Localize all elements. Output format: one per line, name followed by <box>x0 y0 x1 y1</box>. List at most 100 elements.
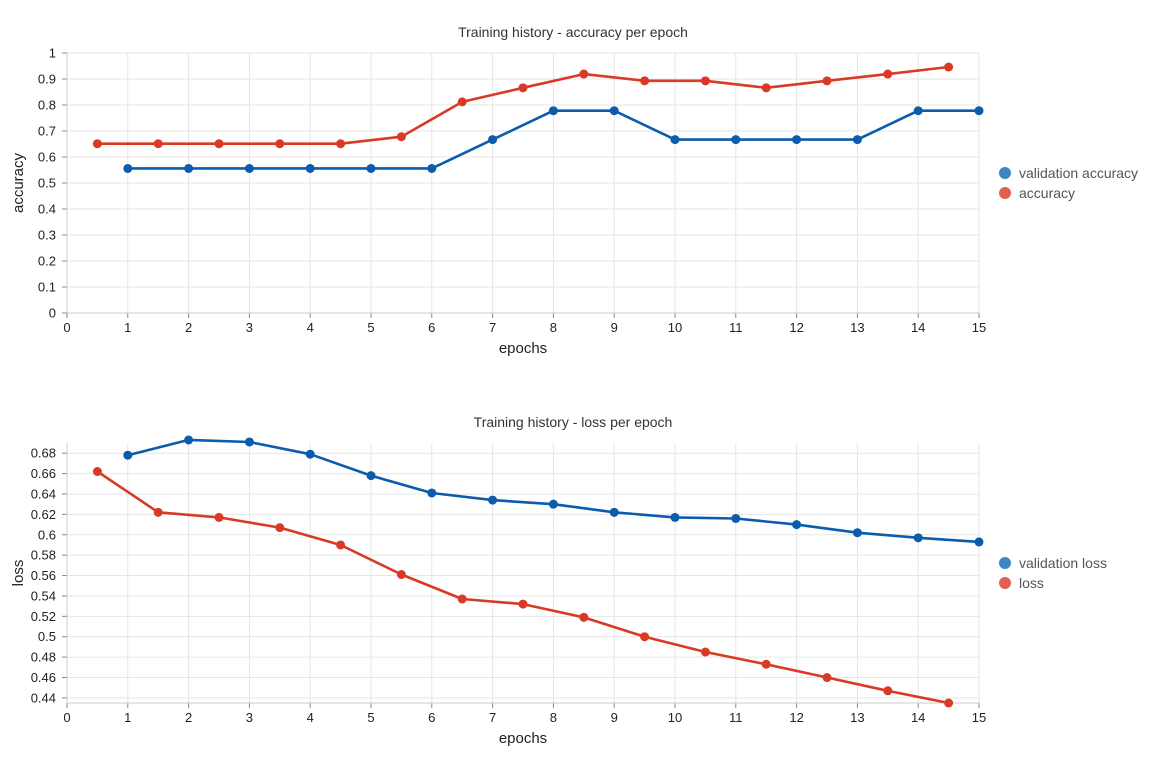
y-axis-label: accuracy <box>10 152 27 213</box>
y-tick-label: 0.5 <box>38 176 56 191</box>
data-point <box>518 599 528 609</box>
y-tick-label: 0.6 <box>38 527 56 542</box>
data-point <box>184 435 194 445</box>
x-axis-label: epochs <box>499 730 547 747</box>
data-point <box>822 76 832 86</box>
chart-title: Training history - loss per epoch <box>474 414 673 430</box>
data-point <box>700 647 710 657</box>
accuracy-chart: Training history - accuracy per epoch ep… <box>10 24 1138 357</box>
x-tick-label: 13 <box>850 320 864 335</box>
x-axis-label: epochs <box>499 340 547 357</box>
x-tick-label: 1 <box>124 320 131 335</box>
x-tick-label: 14 <box>911 710 925 725</box>
x-tick-label: 0 <box>63 320 70 335</box>
x-tick-label: 5 <box>367 320 374 335</box>
data-point <box>883 69 893 79</box>
y-tick-label: 0.4 <box>38 202 56 217</box>
y-tick-label: 0.64 <box>31 486 56 501</box>
data-point <box>92 467 102 477</box>
data-point <box>488 135 498 145</box>
x-tick-label: 11 <box>729 320 743 335</box>
data-point <box>609 106 619 116</box>
legend-item: loss <box>999 575 1044 591</box>
chart-title: Training history - accuracy per epoch <box>458 24 688 40</box>
legend-label: validation accuracy <box>1019 165 1138 181</box>
data-point <box>944 698 954 708</box>
axes: 0 1 2 3 4 5 6 7 8 9 10 11 12 13 14 1500.10.20.30.40.50.… <box>38 46 986 336</box>
grid <box>66 443 980 703</box>
series-validation-loss <box>123 435 984 547</box>
data-point <box>579 69 589 79</box>
data-point <box>700 76 710 86</box>
x-tick-label: 11 <box>729 710 743 725</box>
x-tick-label: 4 <box>307 710 314 725</box>
data-point <box>883 686 893 696</box>
data-point <box>579 612 589 622</box>
data-point <box>548 499 558 509</box>
y-tick-label: 0.56 <box>31 568 56 583</box>
loss-chart: Training history - loss per epoch epochs… <box>10 414 1107 747</box>
data-point <box>670 135 680 145</box>
y-tick-label: 0.5 <box>38 629 56 644</box>
x-tick-label: 12 <box>789 710 803 725</box>
y-tick-label: 0.58 <box>31 548 56 563</box>
x-tick-label: 2 <box>185 320 192 335</box>
legend-label: validation loss <box>1019 555 1107 571</box>
y-tick-label: 0.48 <box>31 650 56 665</box>
legend-item: validation loss <box>999 555 1107 571</box>
data-point <box>336 139 346 149</box>
data-point <box>731 135 741 145</box>
series-line <box>96 470 949 705</box>
legend-marker <box>999 577 1011 589</box>
data-point <box>518 83 528 93</box>
data-point <box>852 528 862 538</box>
data-point <box>92 139 102 149</box>
data-point <box>244 437 254 447</box>
legend-marker <box>999 187 1011 199</box>
data-point <box>123 450 133 460</box>
x-tick-label: 10 <box>668 320 682 335</box>
x-tick-label: 6 <box>428 710 435 725</box>
data-point <box>396 132 406 142</box>
data-point <box>123 163 133 173</box>
legend-label: loss <box>1019 575 1044 591</box>
data-point <box>731 513 741 523</box>
data-point <box>153 507 163 517</box>
axes: 0 1 2 3 4 5 6 7 8 9 10 11 12 13 14 150.440.460.480.50.5… <box>31 443 986 725</box>
legend-label: accuracy <box>1019 185 1075 201</box>
x-tick-label: 6 <box>428 320 435 335</box>
data-point <box>822 673 832 683</box>
data-point <box>457 97 467 107</box>
x-tick-label: 15 <box>972 710 986 725</box>
legend-item: validation accuracy <box>999 165 1138 181</box>
data-point <box>913 106 923 116</box>
data-point <box>792 135 802 145</box>
data-point <box>792 520 802 530</box>
data-point <box>974 537 984 547</box>
x-tick-label: 4 <box>307 320 314 335</box>
y-tick-label: 0.66 <box>31 466 56 481</box>
data-point <box>396 570 406 580</box>
x-tick-label: 10 <box>668 710 682 725</box>
y-tick-label: 0.2 <box>38 254 56 269</box>
x-tick-label: 7 <box>489 710 496 725</box>
y-axis-label: loss <box>10 560 27 587</box>
x-tick-label: 9 <box>611 710 618 725</box>
x-tick-label: 1 <box>124 710 131 725</box>
x-tick-label: 0 <box>63 710 70 725</box>
x-tick-label: 15 <box>972 320 986 335</box>
data-point <box>852 135 862 145</box>
y-tick-label: 0 <box>49 306 56 321</box>
data-point <box>275 139 285 149</box>
data-point <box>761 83 771 93</box>
series-validation-accuracy <box>123 106 984 173</box>
y-tick-label: 0.68 <box>31 446 56 461</box>
data-point <box>640 76 650 86</box>
x-tick-label: 8 <box>550 320 557 335</box>
data-point <box>488 495 498 505</box>
data-point <box>548 106 558 116</box>
data-point <box>153 139 163 149</box>
series-accuracy <box>92 62 954 149</box>
grid <box>66 52 980 314</box>
